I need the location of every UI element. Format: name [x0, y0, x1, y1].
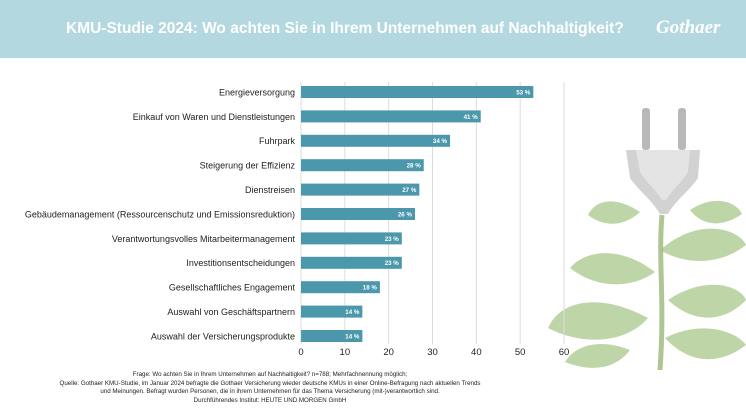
data-label: 26 % — [398, 211, 413, 218]
bar — [301, 232, 402, 245]
category-label: Steigerung der Effizienz — [200, 161, 296, 171]
data-label: 53 % — [516, 89, 531, 96]
value-labels: 53 % 41 % 34 % 28 % 27 % 26 % 23 % 23 % 18 % 14 %… — [345, 89, 531, 340]
category-label: Auswahl von Geschäftspartnern — [167, 307, 295, 317]
x-tick-label: 60 — [559, 347, 570, 358]
plug-icon — [626, 108, 700, 214]
bar-chart: Energieversorgung Einkauf von Waren und D… — [25, 82, 746, 370]
x-tick-label: 50 — [515, 347, 526, 358]
footnote-source-2: und Meinungen. Befragt wurden Personen, … — [100, 388, 440, 396]
category-labels: Energieversorgung Einkauf von Waren und D… — [25, 87, 296, 341]
data-label: 41 % — [464, 114, 479, 121]
data-label: 18 % — [363, 285, 378, 292]
footnote-source-1: Quelle: Gothaer KMU-Studie, im Januar 20… — [59, 379, 481, 387]
category-label: Dienstreisen — [245, 185, 295, 195]
bar — [301, 110, 481, 123]
source-footnote: Frage: Wo achten Sie in Ihrem Unternehme… — [0, 371, 540, 405]
leaf-icon — [548, 200, 746, 368]
x-tick-label: 10 — [340, 347, 351, 358]
x-tick-label: 20 — [383, 347, 394, 358]
bar — [301, 134, 451, 147]
bar — [301, 86, 534, 98]
bar — [301, 159, 424, 172]
data-label: 23 % — [385, 236, 400, 243]
x-tick-label: 30 — [427, 347, 438, 358]
data-label: 27 % — [402, 187, 417, 194]
x-tick-label: 40 — [471, 347, 482, 358]
footnote-institute: Durchführendes Institut: HEUTE UND MORGE… — [193, 396, 347, 404]
data-label: 28 % — [407, 163, 422, 170]
plug-plant-illustration — [548, 108, 746, 370]
data-label: 34 % — [433, 138, 448, 145]
category-label: Gebäudemanagement (Ressourcenschutz und … — [25, 209, 295, 219]
footnote-question: Frage: Wo achten Sie in Ihrem Unternehme… — [132, 371, 408, 378]
bars — [301, 86, 534, 342]
data-label: 23 % — [385, 260, 400, 267]
data-label: 14 % — [345, 333, 360, 340]
x-axis-tick-labels: 0 10 20 30 40 50 60 — [298, 347, 569, 358]
category-label: Auswahl der Versicherungsprodukte — [151, 331, 295, 341]
category-label: Investitionsentscheidungen — [186, 258, 295, 268]
header-banner: KMU-Studie 2024: Wo achten Sie in Ihrem … — [0, 0, 746, 58]
bar — [301, 281, 380, 294]
page-title: KMU-Studie 2024: Wo achten Sie in Ihrem … — [66, 20, 624, 37]
bar — [301, 330, 363, 342]
gothaer-logo: Gothaer — [656, 17, 721, 38]
bar — [301, 256, 402, 269]
bar — [301, 208, 415, 220]
category-label: Energieversorgung — [219, 87, 295, 97]
category-label: Einkauf von Waren und Dienstleistungen — [133, 112, 295, 122]
bar — [301, 305, 363, 318]
category-label: Fuhrpark — [259, 136, 296, 146]
category-label: Verantwortungsvolles Mitarbeitermanageme… — [112, 234, 296, 244]
x-tick-label: 0 — [298, 347, 303, 358]
category-label: Gesellschaftliches Engagement — [169, 283, 296, 293]
data-label: 14 % — [345, 309, 360, 316]
bar — [301, 183, 420, 196]
